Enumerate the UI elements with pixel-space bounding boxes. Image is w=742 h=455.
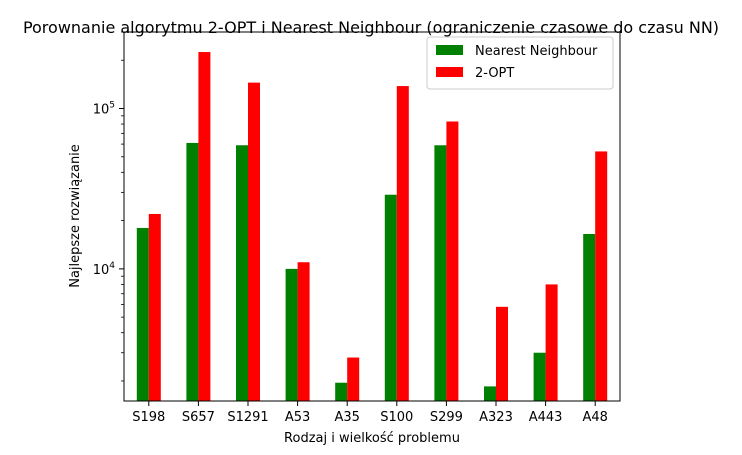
bars-group bbox=[136, 52, 608, 402]
x-tick-label: S657 bbox=[182, 410, 215, 425]
x-tick-label: S1291 bbox=[227, 410, 268, 425]
x-tick-label: A443 bbox=[529, 410, 563, 425]
x-tick-label: A48 bbox=[582, 410, 607, 425]
bar-nearest-neighbour-s198 bbox=[136, 227, 149, 401]
x-axis-ticks: S198 S657 S1291 A53 A35 S100 S299 A323 A443 A48 bbox=[132, 401, 608, 425]
bar-nearest-neighbour-s100 bbox=[384, 194, 397, 401]
bar-nearest-neighbour-s1291 bbox=[236, 145, 248, 401]
x-tick-label: S198 bbox=[132, 410, 165, 425]
legend-box bbox=[426, 36, 614, 90]
legend-swatch bbox=[436, 67, 463, 77]
y-axis-ticks: 104 105 bbox=[93, 31, 124, 382]
bar-nearest-neighbour-a35 bbox=[335, 382, 348, 401]
bar-2-opt-a323 bbox=[496, 306, 508, 401]
bar-2-opt-s1291 bbox=[248, 82, 260, 401]
x-axis-label: Rodzaj i wielkość problemu bbox=[284, 431, 460, 446]
bar-2-opt-s198 bbox=[148, 213, 161, 401]
bar-2-opt-s100 bbox=[396, 86, 409, 402]
legend-label: 2-OPT bbox=[475, 66, 514, 81]
bar-nearest-neighbour-a48 bbox=[583, 233, 596, 401]
bar-2-opt-a48 bbox=[595, 151, 608, 401]
y-axis-label: Najlepsze rozwiązanie bbox=[68, 144, 83, 288]
bar-2-opt-s657 bbox=[198, 52, 211, 401]
x-tick-label: S100 bbox=[380, 410, 413, 425]
x-tick-label: S299 bbox=[430, 410, 463, 425]
legend: Nearest Neighbour 2-OPT bbox=[426, 36, 614, 90]
y-tick-label: 104 bbox=[93, 261, 116, 278]
bar-nearest-neighbour-s299 bbox=[434, 145, 447, 401]
bar-nearest-neighbour-a323 bbox=[484, 386, 496, 401]
bar-nearest-neighbour-a53 bbox=[285, 268, 298, 401]
plot-frame bbox=[123, 31, 621, 402]
bar-2-opt-a35 bbox=[347, 357, 360, 401]
y-tick-label: 105 bbox=[93, 101, 115, 118]
bar-2-opt-a443 bbox=[545, 284, 558, 401]
x-tick-label: A53 bbox=[285, 410, 310, 425]
bar-nearest-neighbour-s657 bbox=[186, 142, 199, 401]
bar-nearest-neighbour-a443 bbox=[533, 352, 546, 401]
x-tick-label: A323 bbox=[479, 410, 513, 425]
x-tick-label: A35 bbox=[334, 410, 359, 425]
legend-swatch bbox=[436, 45, 463, 55]
bar-2-opt-a53 bbox=[297, 262, 310, 401]
bar-2-opt-s299 bbox=[446, 121, 459, 402]
legend-label: Nearest Neighbour bbox=[475, 44, 598, 59]
chart-title: Porownanie algorytmu 2-OPT i Nearest Nei… bbox=[23, 18, 719, 37]
